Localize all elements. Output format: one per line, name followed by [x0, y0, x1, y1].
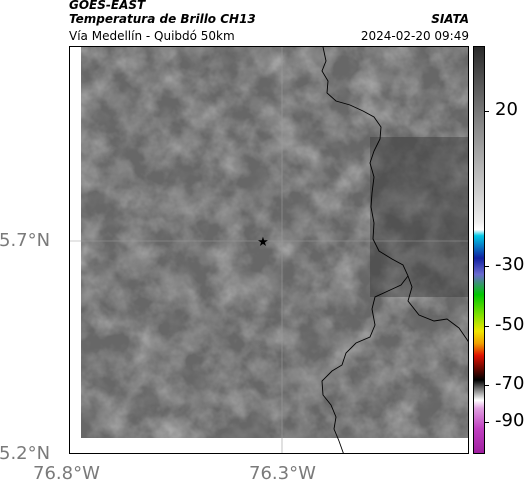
imagery-gap-left [70, 47, 81, 453]
longitude-label: 76.8°W [33, 463, 100, 484]
map-canvas: ★ [70, 47, 468, 453]
latitude-label: 5.2°N [0, 443, 51, 464]
colorbar-tick [484, 385, 489, 386]
imagery-texture-dark [81, 47, 468, 438]
product-title: Temperatura de Brillo CH13 [69, 12, 256, 26]
satellite-name: GOES-EAST [69, 0, 146, 12]
colorbar-tick [484, 266, 489, 267]
colorbar-tick [484, 326, 489, 327]
colorbar-label: -30 [495, 254, 525, 275]
colorbar-label: -50 [495, 314, 525, 335]
colorbar-tick [484, 422, 489, 423]
imagery-gap-bottom [70, 438, 468, 453]
temperature-colorbar [473, 46, 485, 454]
star-icon[interactable]: ★ [257, 235, 269, 250]
timestamp-label: 2024-02-20 09:49 [360, 29, 469, 43]
imagery-east-shade [370, 137, 468, 297]
latitude-label: 5.7°N [0, 230, 51, 251]
satellite-map[interactable]: ★ [69, 46, 469, 454]
department-border [321, 47, 409, 453]
department-border-branch [407, 275, 468, 343]
longitude-label: 76.3°W [249, 463, 316, 484]
organization-label: SIATA [431, 12, 469, 26]
route-label: Vía Medellín - Quibdó 50km [69, 29, 235, 43]
colorbar-label: 20 [495, 99, 518, 120]
colorbar-label: -70 [495, 373, 525, 394]
colorbar-label: -90 [495, 410, 525, 431]
colorbar-tick [484, 111, 489, 112]
